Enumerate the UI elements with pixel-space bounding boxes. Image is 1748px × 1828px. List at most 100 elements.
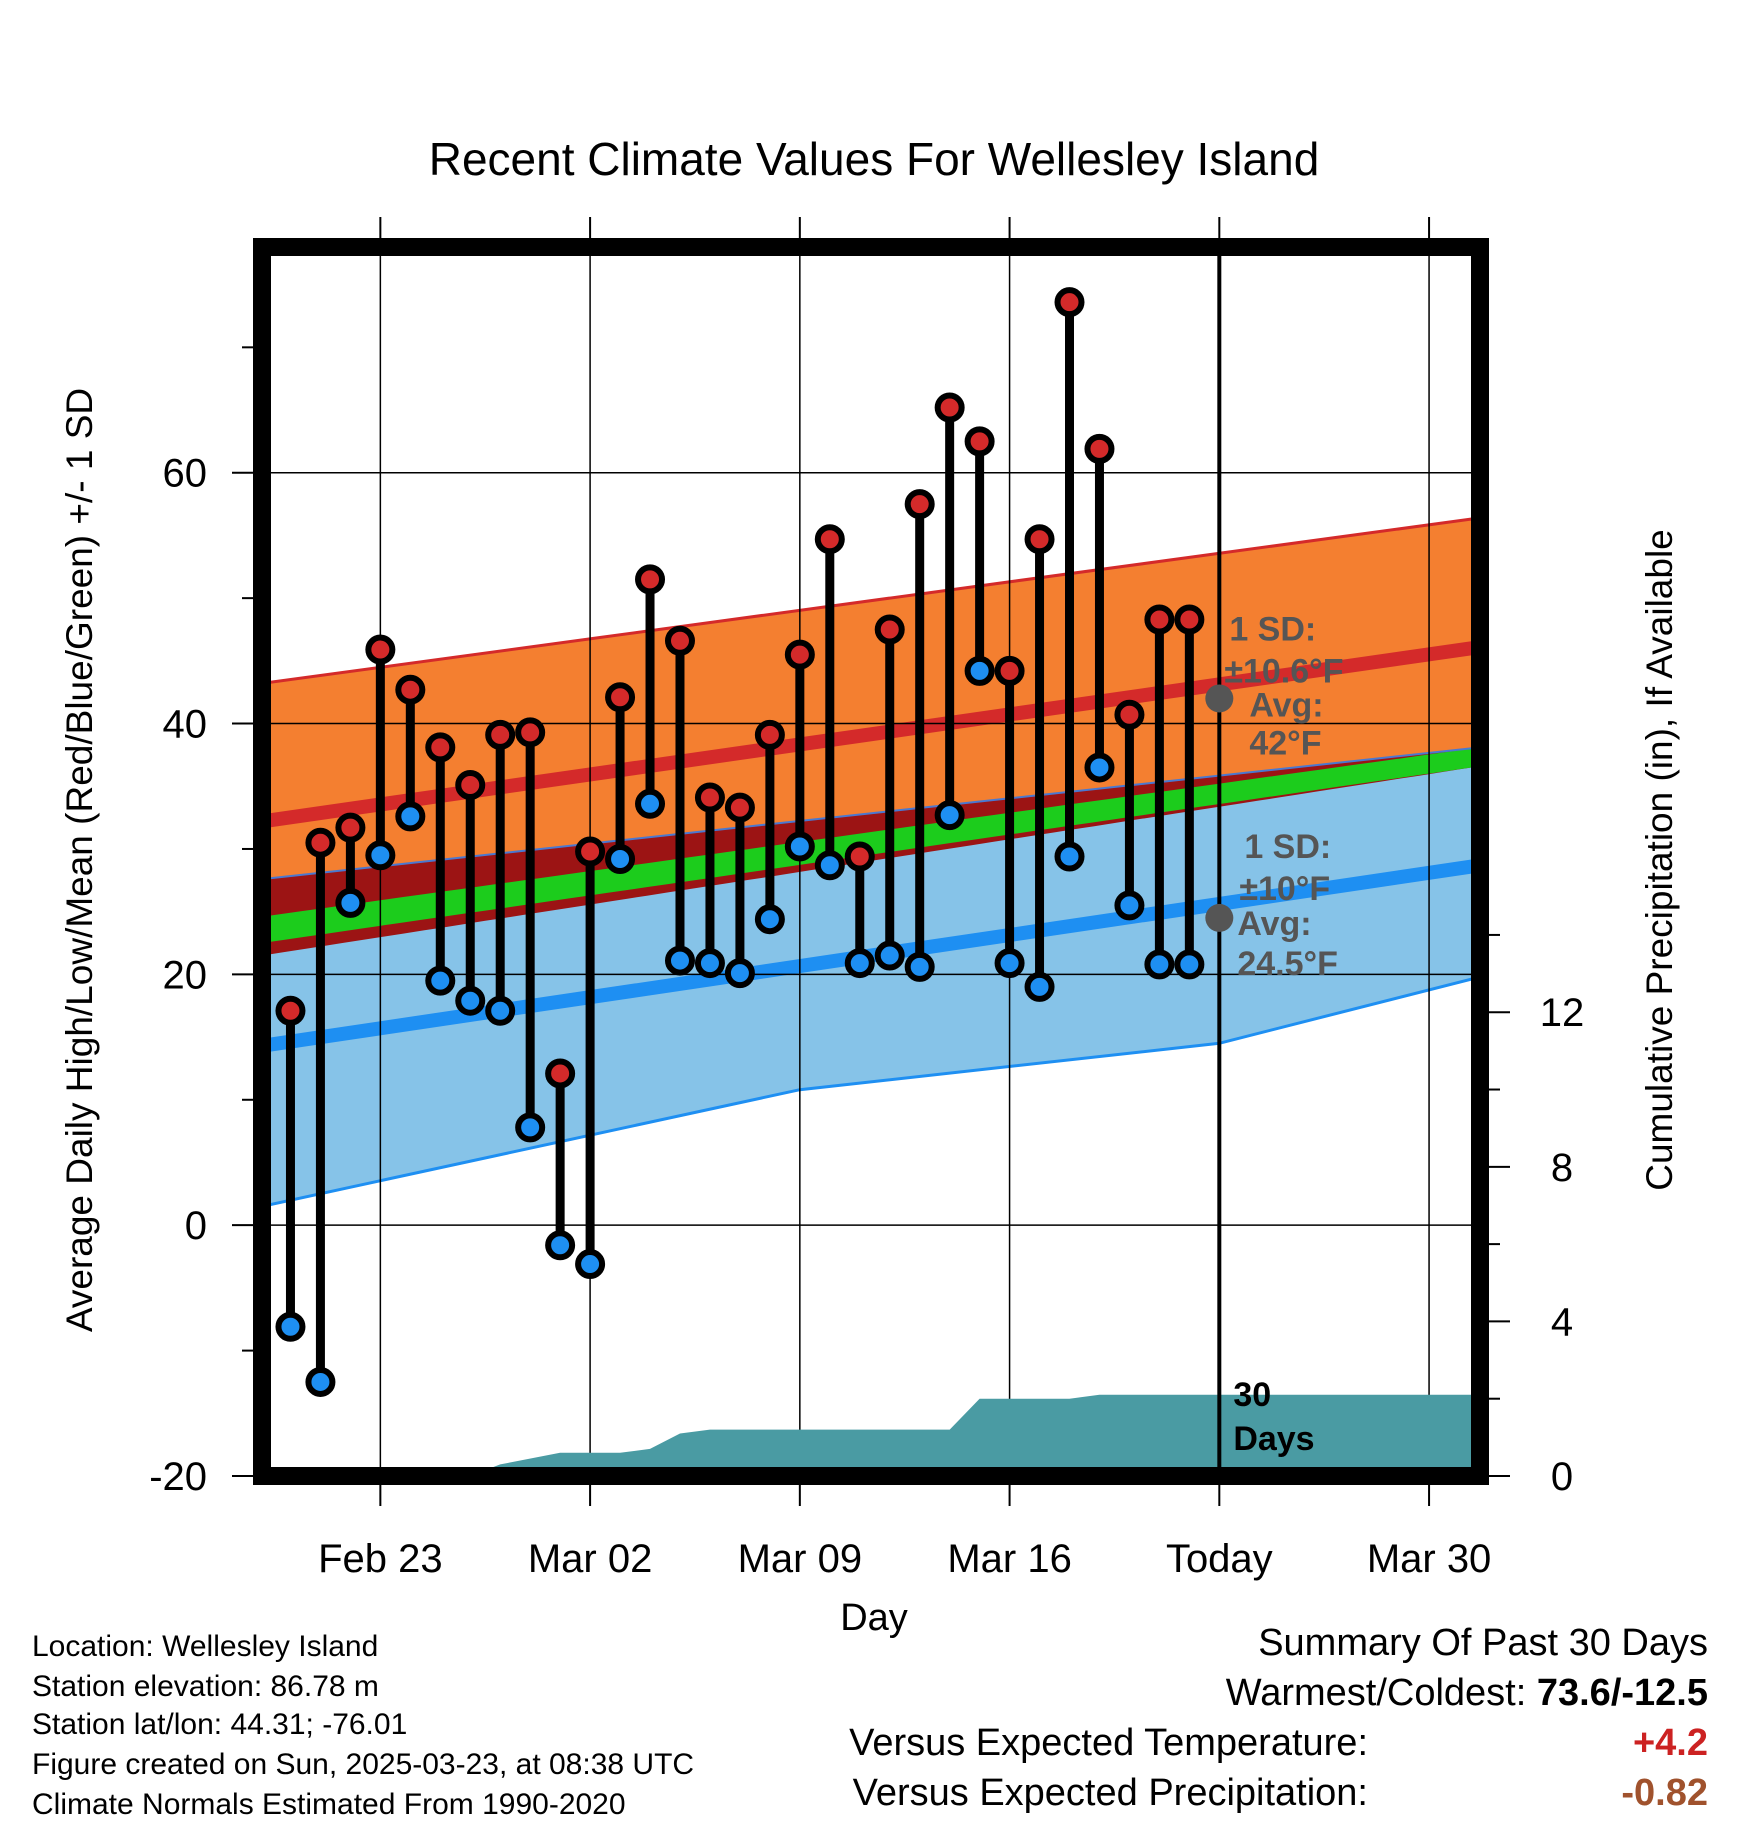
low-marker	[1114, 890, 1145, 921]
high-avg-value: 42°F	[1249, 724, 1321, 762]
x-tick-label: Mar 02	[528, 1537, 653, 1581]
chart-title: Recent Climate Values For Wellesley Isla…	[429, 133, 1320, 185]
station-elevation: Station elevation: 86.78 m	[32, 1670, 379, 1703]
high-marker	[455, 770, 486, 801]
low-avg-label: Avg:	[1237, 905, 1311, 943]
x-tick-label: Mar 09	[738, 1537, 863, 1581]
low-marker	[485, 995, 516, 1026]
high-marker	[635, 564, 666, 595]
low-marker	[1024, 971, 1055, 1002]
high-upper-line	[262, 516, 1480, 685]
climate-normals-note: Climate Normals Estimated From 1990-2020	[32, 1788, 626, 1821]
y-tick-label: 60	[163, 452, 208, 496]
temp-vs-expected-label: Versus Expected Temperature:	[849, 1722, 1368, 1764]
high-marker	[515, 717, 546, 748]
low-sd-value: ±10°F	[1239, 870, 1330, 908]
y-axis-label: Average Daily High/Low/Mean (Red/Blue/Gr…	[59, 388, 100, 1332]
low-marker	[694, 948, 725, 979]
today-low-avg-dot	[1205, 903, 1234, 932]
y2-tick-label: 8	[1551, 1146, 1573, 1190]
x-tick-label: Feb 23	[318, 1537, 443, 1581]
low-marker	[1054, 841, 1085, 872]
low-marker	[515, 1112, 546, 1143]
high-marker	[754, 719, 785, 750]
low-marker	[1084, 752, 1115, 783]
y2-tick-label: 0	[1551, 1455, 1573, 1499]
days-count-label: 30	[1233, 1376, 1271, 1414]
low-marker	[605, 843, 636, 874]
high-marker	[545, 1058, 576, 1089]
x-tick-label: Mar 16	[947, 1537, 1072, 1581]
low-marker	[1174, 949, 1205, 980]
low-marker	[635, 788, 666, 819]
high-sd-value: ±10.6°F	[1224, 652, 1343, 690]
y-tick-label: 40	[163, 703, 208, 747]
today-high-avg-dot	[1205, 684, 1234, 713]
high-marker	[934, 392, 965, 423]
y-tick-label: 20	[163, 953, 208, 997]
temp-vs-expected-value: +4.2	[1632, 1722, 1708, 1764]
low-marker	[305, 1366, 336, 1397]
high-marker	[575, 836, 606, 867]
y-tick-label: 0	[185, 1204, 207, 1248]
high-marker	[275, 995, 306, 1026]
high-marker	[605, 682, 636, 713]
low-avg-value: 24.5°F	[1237, 945, 1338, 983]
high-marker	[904, 489, 935, 520]
low-marker	[844, 948, 875, 979]
high-marker	[874, 614, 905, 645]
low-marker	[814, 850, 845, 881]
low-marker	[455, 985, 486, 1016]
low-marker	[365, 840, 396, 871]
high-marker	[335, 812, 366, 843]
high-marker	[1024, 524, 1055, 555]
high-marker	[425, 732, 456, 763]
high-avg-label: Avg:	[1249, 686, 1323, 724]
warmest-value: 73.6/-12.5	[1536, 1672, 1708, 1714]
y-tick-label: -20	[149, 1455, 207, 1499]
plot-content	[262, 247, 1480, 1476]
low-upper-line	[262, 746, 1480, 881]
high-marker	[814, 524, 845, 555]
plot-frame	[253, 238, 1489, 1485]
low-marker	[335, 887, 366, 918]
x-tick-label: Mar 30	[1367, 1537, 1492, 1581]
mean-band	[262, 747, 1480, 943]
figure-created: Figure created on Sun, 2025-03-23, at 08…	[32, 1748, 695, 1781]
precip-vs-expected-value: -0.82	[1621, 1772, 1708, 1814]
low-marker	[1144, 949, 1175, 980]
high-marker	[1114, 699, 1145, 730]
high-marker	[844, 841, 875, 872]
high-marker	[694, 782, 725, 813]
low-sd-label: 1 SD:	[1244, 828, 1331, 866]
high-marker	[964, 426, 995, 457]
high-marker	[784, 639, 815, 670]
low-marker	[934, 800, 965, 831]
high-marker	[664, 625, 695, 656]
low-marker	[425, 965, 456, 996]
x-axis-label: Day	[840, 1597, 908, 1639]
high-marker	[724, 792, 755, 823]
high-marker	[365, 634, 396, 665]
high-marker	[1054, 287, 1085, 318]
high-marker	[1084, 433, 1115, 464]
station-latlon: Station lat/lon: 44.31; -76.01	[32, 1708, 408, 1741]
high-marker	[994, 655, 1025, 686]
y2-axis-label: Cumulative Precipitation (in), If Availa…	[1639, 529, 1680, 1191]
low-marker	[724, 958, 755, 989]
days-unit-label: Days	[1233, 1420, 1314, 1458]
precip-area	[262, 1394, 1480, 1476]
low-marker	[395, 801, 426, 832]
low-marker	[874, 940, 905, 971]
low-marker	[994, 948, 1025, 979]
high-marker	[1174, 604, 1205, 635]
low-marker	[664, 945, 695, 976]
y2-tick-label: 4	[1551, 1300, 1573, 1344]
low-marker	[964, 655, 995, 686]
high-marker	[395, 674, 426, 705]
low-marker	[545, 1230, 576, 1261]
high-marker	[1144, 604, 1175, 635]
low-marker	[904, 951, 935, 982]
